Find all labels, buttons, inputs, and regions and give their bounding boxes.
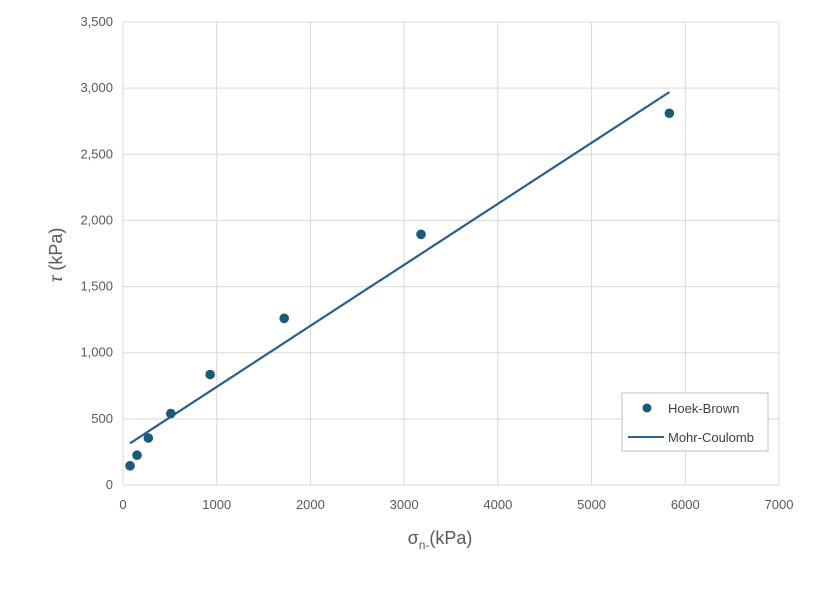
y-tick-label: 2,000 — [80, 212, 113, 227]
data-point-hoek-brown — [143, 433, 154, 443]
series-line-mohr-coulomb — [129, 91, 670, 445]
x-tick-label: 7000 — [765, 497, 794, 512]
series-layer — [125, 91, 675, 471]
x-tick-label: 0 — [119, 497, 126, 512]
y-tick-label: 1,500 — [80, 279, 113, 294]
x-axis-unit: (kPa) — [429, 528, 472, 548]
y-tick-label: 3,500 — [80, 14, 113, 29]
legend-label-mohr-coulomb: Mohr-Coulomb — [668, 430, 754, 445]
data-point-hoek-brown — [279, 313, 289, 324]
data-point-hoek-brown — [664, 108, 675, 119]
x-tick-label: 6000 — [671, 497, 700, 512]
x-tick-label: 5000 — [577, 497, 606, 512]
x-axis-title: σn-(kPa) — [408, 528, 473, 552]
y-axis-symbol: τ — [46, 274, 66, 282]
x-tick-label: 1000 — [202, 497, 231, 512]
x-axis-subscript: n — [419, 538, 426, 552]
x-tick-label: 4000 — [483, 497, 512, 512]
legend-box — [621, 392, 769, 452]
data-point-hoek-brown — [132, 450, 142, 461]
data-point-hoek-brown — [416, 229, 426, 240]
y-axis-unit: (kPa) — [46, 228, 66, 271]
legend-marker-hoek-brown — [642, 403, 652, 413]
data-point-hoek-brown — [205, 369, 215, 380]
data-point-hoek-brown — [165, 408, 176, 419]
x-tick-labels: 0 1000 2000 3000 4000 5000 6000 7000 — [119, 497, 793, 512]
x-tick-label: 2000 — [296, 497, 325, 512]
y-tick-label: 1,000 — [80, 345, 113, 360]
y-tick-label: 2,500 — [80, 146, 113, 161]
x-axis-symbol: σ — [408, 528, 419, 548]
y-tick-label: 0 — [106, 477, 113, 492]
y-tick-label: 500 — [91, 411, 113, 426]
y-tick-labels: 0 500 1,000 1,500 2,000 2,500 3,000 3,500 — [80, 14, 113, 492]
gridlines — [122, 21, 780, 486]
legend-label-hoek-brown: Hoek-Brown — [668, 401, 740, 416]
y-tick-label: 3,000 — [80, 80, 113, 95]
y-axis-title: τ (kPa) — [46, 228, 66, 283]
legend: Hoek-Brown Mohr-Coulomb — [621, 392, 769, 452]
data-point-hoek-brown — [125, 461, 135, 471]
x-tick-label: 3000 — [390, 497, 419, 512]
x-axis-sub-dot: - — [425, 538, 429, 552]
